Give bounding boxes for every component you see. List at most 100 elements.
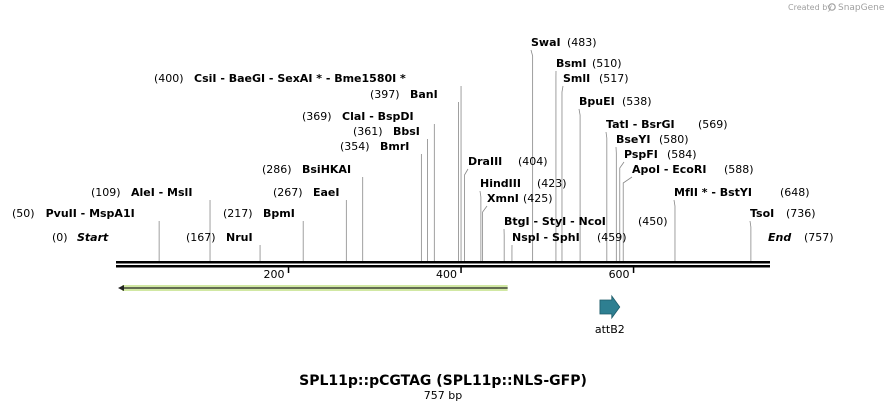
site-nspi: NspI - SphI (459) xyxy=(512,231,627,244)
site-position: (267) xyxy=(273,186,303,199)
site-bsmi: BsmI (510) xyxy=(556,57,622,70)
brand-app-name: SnapGene xyxy=(838,3,885,13)
site-tati: TatI - BsrGI (569) xyxy=(606,118,728,131)
backbone-bottom-strand xyxy=(116,265,770,268)
site-name: NspI - SphI xyxy=(512,231,580,244)
site-xmni: XmnI (425) xyxy=(487,192,553,205)
site-leader xyxy=(673,199,676,261)
site-position: (354) xyxy=(340,140,370,153)
site-bpmi: (217) BpmI xyxy=(223,207,295,220)
site-leader xyxy=(622,176,633,261)
site-name: NruI xyxy=(226,231,253,244)
site-leader xyxy=(464,168,469,261)
site-name: ApoI - EcoRI xyxy=(632,163,706,176)
site-alei: (109) AleI - MslI xyxy=(91,186,192,199)
site-name: BpuEI xyxy=(579,95,615,108)
site-csii: (400) CsiI - BaeGI - SexAI * - Bme1580I * xyxy=(154,72,406,85)
attb2-feature-label: attB2 xyxy=(595,323,625,336)
site-position: (286) xyxy=(262,163,292,176)
site-position: (404) xyxy=(518,155,548,168)
site-position: (109) xyxy=(91,186,121,199)
site-position: (423) xyxy=(537,177,567,190)
site-bbsi: (361) BbsI xyxy=(353,125,420,138)
site-leader xyxy=(619,161,625,261)
site-name: CsiI - BaeGI - SexAI * - Bme1580I * xyxy=(194,72,406,85)
site-name: MfII * - BstYI xyxy=(674,186,752,199)
site-name: BpmI xyxy=(263,207,295,220)
site-name: BanI xyxy=(410,88,438,101)
site-name: HindIII xyxy=(480,177,521,190)
site-bpuei: BpuEI (538) xyxy=(579,95,652,108)
site-bmri: (354) BmrI xyxy=(340,140,409,153)
site-name: AleI - MslI xyxy=(131,186,192,199)
attb2-feature-arrow xyxy=(599,294,621,320)
site-position: (361) xyxy=(353,125,383,138)
site-leader xyxy=(605,131,608,261)
site-leader-lines xyxy=(158,49,752,261)
site-position: (584) xyxy=(667,148,697,161)
site-name: TatI - BsrGI xyxy=(606,118,675,131)
end-label: End xyxy=(768,231,791,244)
site-nrui: (167) NruI xyxy=(186,231,253,244)
site-apoi: ApoI - EcoRI (588) xyxy=(632,163,754,176)
site-position: (50) xyxy=(12,207,35,220)
site-leader xyxy=(749,220,752,261)
site-position: (425) xyxy=(523,192,553,205)
site-position: (517) xyxy=(599,72,629,85)
site-draiii: DraIII (404) xyxy=(468,155,548,168)
site-leader xyxy=(530,49,534,261)
site-position: (569) xyxy=(698,118,728,131)
site-position: (483) xyxy=(567,36,597,49)
site-position: (459) xyxy=(597,231,627,244)
axis-tick-label: 600 xyxy=(609,268,630,281)
site-name: BmrI xyxy=(380,140,409,153)
site-position: (400) xyxy=(154,72,184,85)
backbone-top-strand xyxy=(116,261,770,264)
snapgene-logo-icon xyxy=(828,3,836,11)
site-position: (450) xyxy=(638,215,668,228)
site-btgi: BtgI - StyI - NcoI (450) xyxy=(504,215,668,228)
site-name: BsiHKAI xyxy=(302,163,351,176)
site-position: (736) xyxy=(786,207,816,220)
map-title: SPL11p::pCGTAG (SPL11p::NLS-GFP) xyxy=(299,373,587,389)
site-position: (397) xyxy=(370,88,400,101)
site-leader xyxy=(479,190,482,261)
axis-tick-label: 200 xyxy=(264,268,285,281)
site-position: (510) xyxy=(592,57,622,70)
site-pvuii: (50) PvuII - MspA1I xyxy=(12,207,135,220)
site-name: BseYI xyxy=(616,133,650,146)
feature-track: attB2 xyxy=(118,285,625,336)
site-hindiii: HindIII (423) xyxy=(480,177,567,190)
site-pspfi: PspFI (584) xyxy=(624,148,697,161)
restriction-site-labels: (50) PvuII - MspA1I (109) AleI - MslI (167) N… xyxy=(12,36,816,244)
site-position: (538) xyxy=(622,95,652,108)
site-bseyi: BseYI (580) xyxy=(616,133,689,146)
site-name: BtgI - StyI - NcoI xyxy=(504,215,606,228)
site-name: TsoI xyxy=(750,207,774,220)
site-name: DraIII xyxy=(468,155,502,168)
site-clai: (369) ClaI - BspDI xyxy=(302,110,414,123)
site-name: PvuII - MspA1I xyxy=(46,207,135,220)
site-bsihkai: (286) BsiHKAI xyxy=(262,163,351,176)
site-leader xyxy=(578,108,581,261)
site-position: (167) xyxy=(186,231,216,244)
site-name: EaeI xyxy=(313,186,340,199)
end-position: (757) xyxy=(804,231,834,244)
axis-tick-label: 400 xyxy=(436,268,457,281)
site-leader xyxy=(482,205,488,261)
orf-arrow-head-icon xyxy=(118,285,124,291)
brand-created-by: Created by xyxy=(788,3,832,12)
ruler-axis: 200 400 600 xyxy=(264,266,635,281)
site-position: (217) xyxy=(223,207,253,220)
site-position: (580) xyxy=(659,133,689,146)
site-swai: SwaI (483) xyxy=(531,36,597,49)
site-name: XmnI xyxy=(487,192,519,205)
site-position: (369) xyxy=(302,110,332,123)
site-bani: (397) BanI xyxy=(370,88,438,101)
start-label: Start xyxy=(77,231,109,244)
site-tsoi: TsoI (736) xyxy=(750,207,816,220)
site-name: SmlI xyxy=(563,72,590,85)
map-length: 757 bp xyxy=(424,389,462,402)
site-mfii: MfII * - BstYI (648) xyxy=(674,186,810,199)
